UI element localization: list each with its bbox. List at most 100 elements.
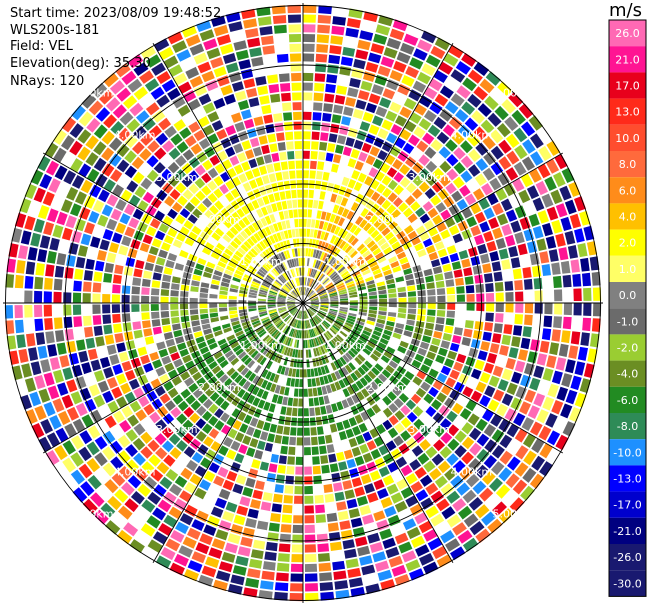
- velocity-gate: [277, 553, 290, 562]
- velocity-gate: [228, 261, 237, 269]
- velocity-gate: [283, 250, 289, 260]
- velocity-gate: [245, 149, 255, 160]
- velocity-gate: [289, 43, 302, 52]
- velocity-gate: [270, 287, 279, 292]
- velocity-gate: [19, 198, 32, 214]
- velocity-gate: [512, 479, 528, 495]
- velocity-gate: [230, 341, 240, 349]
- velocity-gate: [524, 363, 535, 376]
- velocity-gate: [319, 274, 326, 282]
- velocity-gate: [292, 398, 298, 407]
- velocity-gate: [460, 170, 473, 183]
- velocity-gate: [71, 105, 86, 121]
- velocity-gate: [253, 322, 262, 328]
- velocity-gate: [475, 381, 487, 393]
- velocity-gate: [349, 303, 358, 306]
- velocity-gate: [254, 364, 262, 374]
- velocity-gate: [286, 260, 292, 269]
- velocity-gate: [448, 116, 463, 130]
- velocity-gate: [483, 273, 493, 283]
- velocity-gate: [266, 360, 273, 370]
- velocity-gate: [152, 507, 167, 521]
- velocity-gate: [324, 266, 332, 274]
- velocity-gate: [257, 230, 265, 240]
- velocity-gate: [336, 358, 344, 368]
- velocity-gate: [456, 353, 467, 364]
- velocity-gate: [152, 110, 166, 123]
- velocity-gate: [380, 355, 390, 364]
- velocity-gate: [506, 382, 518, 396]
- velocity-gate: [183, 220, 194, 230]
- velocity-gate: [105, 520, 121, 535]
- velocity-gate: [275, 254, 282, 263]
- velocity-gate: [274, 434, 282, 444]
- velocity-gate: [256, 219, 264, 229]
- velocity-gate: [313, 348, 318, 357]
- velocity-gate: [21, 363, 32, 378]
- velocity-gate: [369, 243, 379, 252]
- velocity-gate: [162, 274, 172, 282]
- velocity-gate: [222, 479, 234, 491]
- velocity-gate: [341, 116, 352, 126]
- velocity-gate: [299, 228, 303, 237]
- velocity-gate: [189, 43, 205, 56]
- velocity-gate: [360, 80, 373, 92]
- velocity-gate: [446, 310, 455, 318]
- velocity-gate: [359, 443, 369, 454]
- velocity-gate: [318, 310, 327, 315]
- velocity-gate: [321, 263, 328, 272]
- velocity-gate: [290, 378, 295, 387]
- velocity-gate: [313, 328, 318, 336]
- velocity-gate: [243, 240, 252, 250]
- velocity-gate: [326, 243, 332, 253]
- velocity-gate: [282, 102, 292, 112]
- velocity-gate: [529, 253, 540, 266]
- velocity-gate: [56, 211, 68, 226]
- velocity-gate: [132, 141, 145, 155]
- velocity-gate: [270, 313, 278, 318]
- velocity-gate: [310, 298, 319, 301]
- velocity-gate: [309, 293, 317, 299]
- velocity-gate: [279, 191, 286, 200]
- velocity-gate: [298, 388, 303, 397]
- velocity-gate: [410, 393, 422, 404]
- velocity-gate: [245, 477, 256, 488]
- velocity-gate: [320, 335, 326, 344]
- velocity-gate: [78, 163, 92, 178]
- velocity-gate: [275, 343, 282, 352]
- velocity-gate: [324, 254, 331, 263]
- velocity-gate: [262, 175, 270, 185]
- velocity-gate: [146, 169, 159, 182]
- velocity-gate: [259, 312, 268, 317]
- velocity-gate: [237, 388, 246, 398]
- velocity-gate: [282, 261, 288, 270]
- velocity-gate: [208, 462, 220, 474]
- velocity-gate: [501, 259, 511, 270]
- velocity-gate: [279, 292, 287, 297]
- velocity-gate: [453, 327, 463, 336]
- velocity-gate: [318, 336, 324, 345]
- velocity-gate: [259, 165, 268, 176]
- velocity-gate: [202, 423, 213, 434]
- velocity-gate: [331, 403, 338, 413]
- velocity-gate: [213, 175, 224, 187]
- velocity-gate: [417, 249, 427, 258]
- velocity-gate: [368, 93, 381, 105]
- velocity-gate: [311, 446, 319, 455]
- velocity-gate: [242, 182, 252, 192]
- velocity-gate: [286, 407, 292, 416]
- velocity-gate: [283, 272, 290, 280]
- velocity-gate: [446, 453, 459, 466]
- velocity-gate: [469, 521, 485, 536]
- velocity-gate: [268, 292, 277, 296]
- velocity-gate: [320, 300, 329, 302]
- velocity-gate: [341, 366, 349, 376]
- velocity-gate: [376, 318, 386, 325]
- velocity-gate: [276, 232, 282, 241]
- velocity-gate: [134, 468, 148, 482]
- velocity-gate: [243, 118, 255, 129]
- velocity-gate: [255, 326, 264, 333]
- velocity-gate: [85, 135, 99, 150]
- velocity-gate: [382, 453, 394, 465]
- velocity-gate: [104, 262, 114, 273]
